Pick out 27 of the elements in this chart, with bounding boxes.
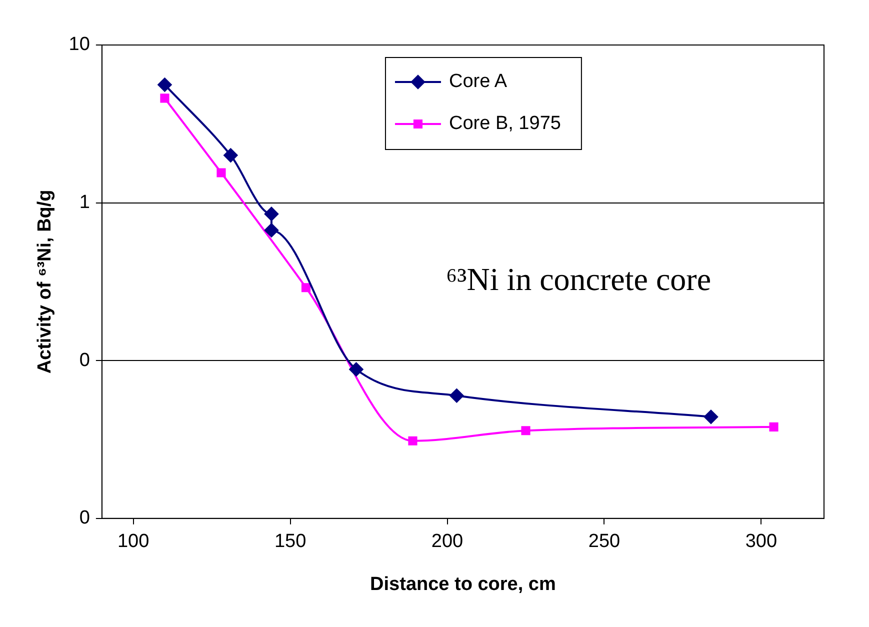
y-tick-label: 0	[79, 350, 90, 371]
point	[264, 206, 278, 221]
point	[521, 426, 530, 436]
point	[216, 168, 226, 178]
x-tick-label: 150	[274, 531, 306, 552]
point	[704, 410, 718, 424]
point	[349, 362, 364, 376]
point	[301, 283, 311, 292]
point	[264, 223, 278, 238]
point	[224, 148, 238, 162]
y-tick-label: 0	[79, 508, 90, 529]
y-tick-label: 1	[79, 192, 90, 214]
x-tick-label: 300	[745, 531, 778, 552]
point	[769, 422, 778, 432]
point	[160, 94, 170, 103]
y-tick-label: 10	[68, 34, 90, 56]
x-tick-label: 100	[117, 531, 150, 552]
point	[450, 388, 464, 403]
legend-label: Core B, 1975	[448, 113, 561, 134]
x-axis-title: Distance to core, cm	[370, 574, 556, 595]
y-axis-title: Activity of ⁶³Ni, Bq/g	[34, 190, 56, 374]
point	[158, 78, 172, 92]
point	[408, 436, 418, 446]
x-tick-label: 200	[431, 531, 464, 552]
legend-label: Core A	[448, 71, 508, 92]
annotation: ⁶³Ni in concrete core	[446, 261, 712, 298]
x-tick-label: 250	[588, 531, 620, 552]
